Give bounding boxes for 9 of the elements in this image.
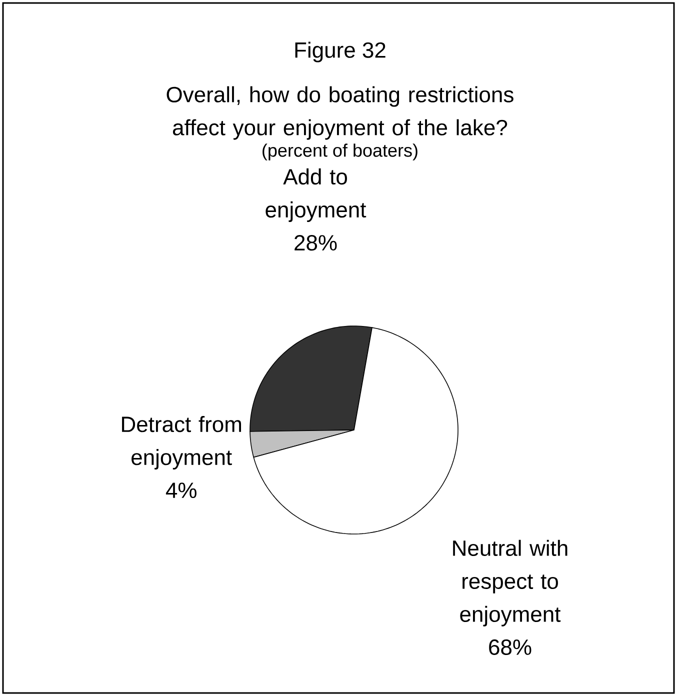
slice-label: Add to enjoyment xyxy=(266,168,366,222)
chart-subtitle: Overall, how do boating restrictions affect your enjoyment of the lake? xyxy=(166,86,514,140)
slice-label: Detract from enjoyment xyxy=(122,416,242,470)
data-label: 28% xyxy=(294,235,337,251)
chart-title: Figure 32 xyxy=(295,42,386,62)
data-label: 68% xyxy=(489,639,532,656)
slice-label: Neutral with respect to enjoyment xyxy=(453,540,568,626)
data-label: 4% xyxy=(166,482,196,498)
text: (percent of boaters) xyxy=(262,144,418,160)
